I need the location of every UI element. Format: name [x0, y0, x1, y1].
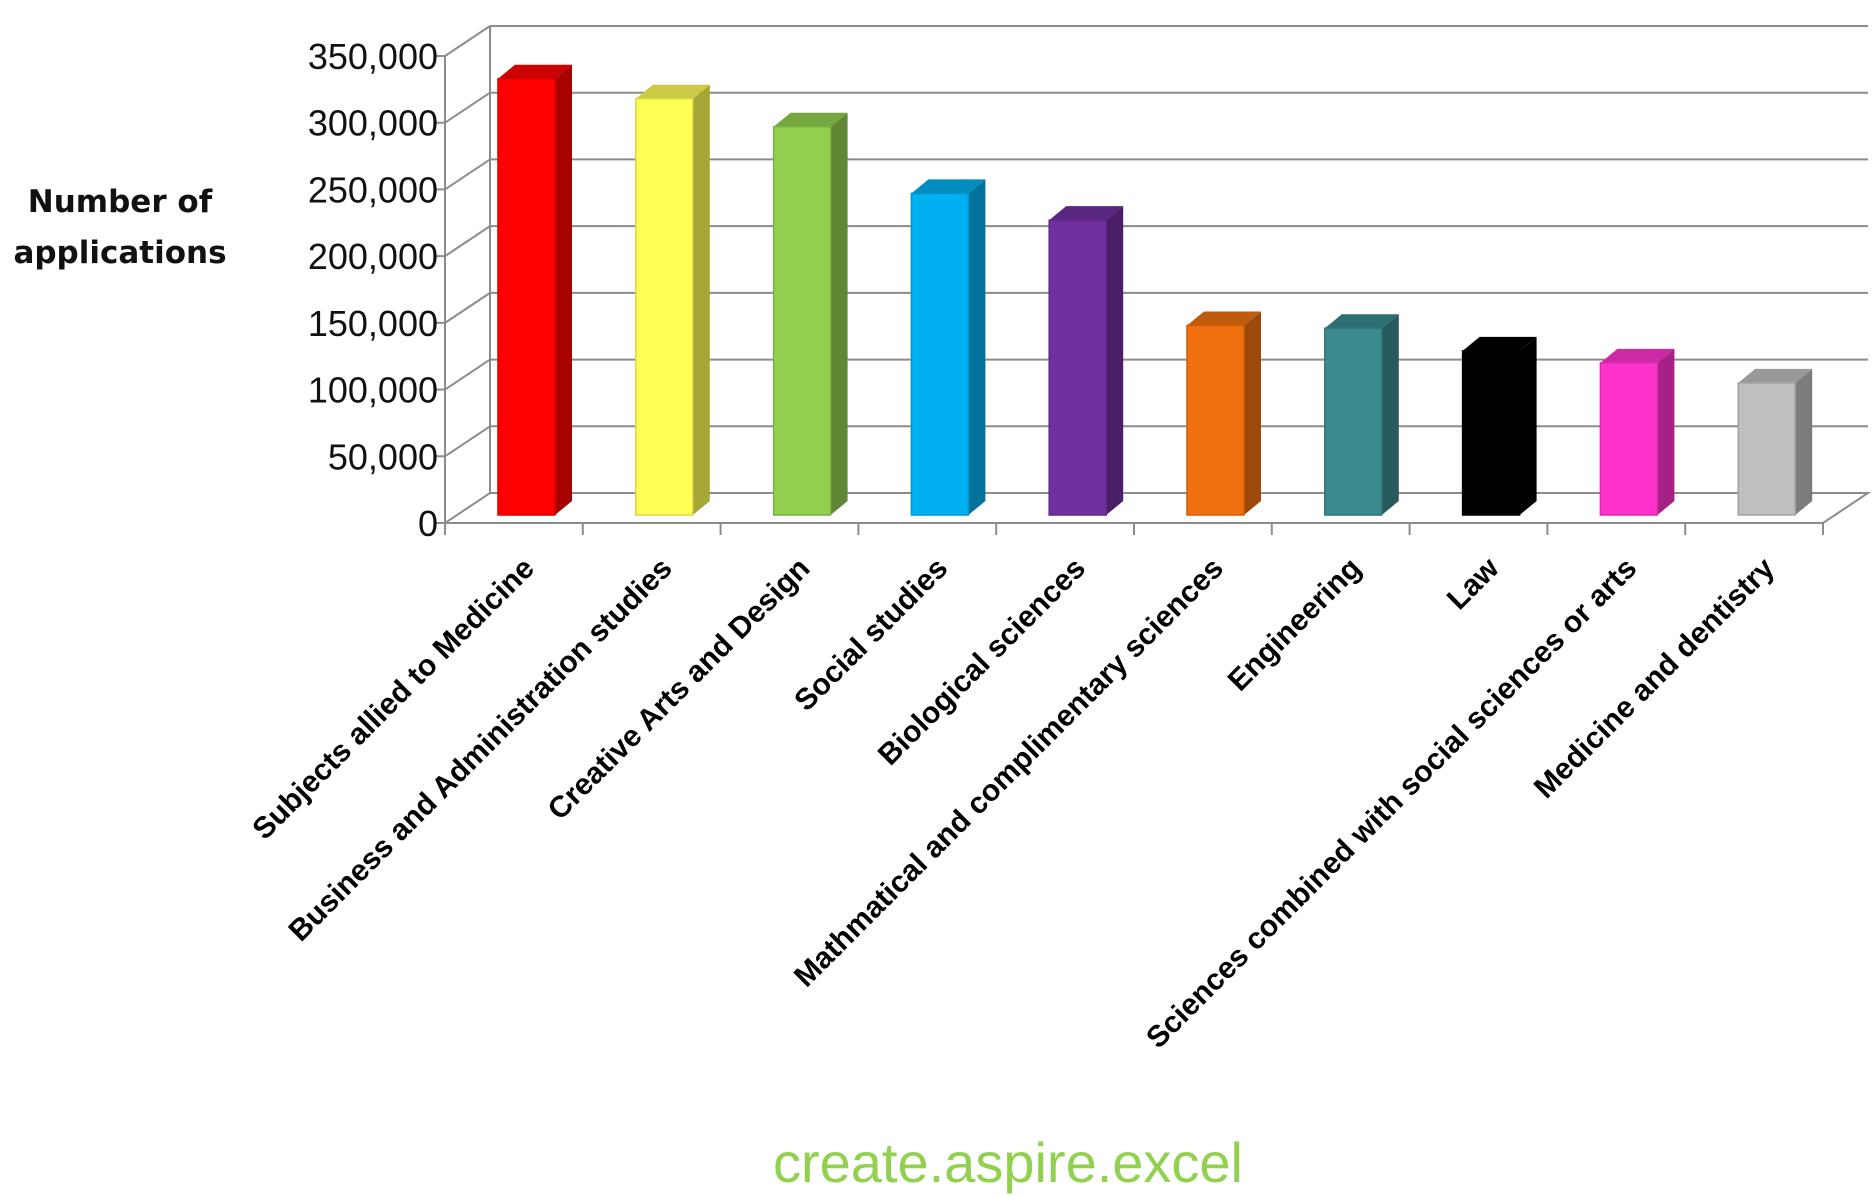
- bar: [635, 84, 710, 516]
- y-axis-ticks: 0 50,000 100,000 150,000 200,000 250,000 300,0…: [308, 36, 438, 544]
- bar-side: [1519, 336, 1537, 515]
- watermark: create.aspire.excel: [773, 1131, 1243, 1194]
- y-tick-label: 100,000: [308, 370, 438, 411]
- bar-front: [497, 77, 556, 516]
- y-tick-label: 350,000: [308, 36, 438, 77]
- bar-front: [1599, 362, 1659, 516]
- bar-top: [1462, 336, 1537, 351]
- bar-front: [635, 97, 694, 516]
- gridline-diagonal: [444, 292, 491, 324]
- y-tick-label: 200,000: [308, 236, 438, 277]
- bars: [497, 64, 1813, 516]
- bar-front: [1737, 382, 1796, 516]
- y-tick-label: 150,000: [308, 303, 438, 344]
- y-tick-label: 50,000: [328, 436, 438, 477]
- floor: [441, 492, 1872, 524]
- gridline-diagonal: [444, 358, 491, 391]
- bar-side: [1381, 314, 1399, 515]
- bar-top: [1049, 206, 1124, 221]
- x-tick-label: Creative Arts and Design: [542, 552, 817, 827]
- bar-side: [1244, 311, 1261, 515]
- bar: [1048, 206, 1124, 516]
- bar-top: [1600, 348, 1675, 363]
- bar-front: [772, 125, 832, 516]
- bar: [1186, 311, 1261, 516]
- bar-side: [830, 112, 848, 516]
- x-tick-label: Medicine and dentistry: [1528, 551, 1781, 804]
- x-tick-label: Law: [1441, 551, 1506, 616]
- gridline-diagonal: [444, 425, 491, 458]
- bar-front: [1048, 219, 1107, 516]
- bar: [910, 179, 986, 516]
- bar: [1461, 336, 1537, 516]
- bar-top: [911, 179, 986, 194]
- bar-front: [1461, 350, 1521, 516]
- y-axis-label-line-1: Number of: [28, 184, 213, 220]
- bar-top: [1187, 311, 1261, 326]
- gridline-diagonal: [444, 91, 491, 124]
- bar-front: [1324, 327, 1383, 516]
- bar-side: [968, 179, 986, 516]
- y-tick-label: 300,000: [308, 103, 438, 144]
- bar-top: [1738, 368, 1813, 383]
- bar-side: [555, 64, 572, 515]
- x-tick-label: Sciences combined with social sciences o…: [1140, 552, 1643, 1055]
- bar-front: [1186, 324, 1245, 516]
- y-tick-label: 250,000: [308, 169, 438, 210]
- bar: [1599, 348, 1675, 516]
- gridlines: [435, 25, 1868, 535]
- bar-front: [910, 192, 970, 516]
- bar: [772, 112, 848, 516]
- bar-top: [773, 112, 848, 127]
- x-tick-label: Subjects allied to Medicine: [246, 552, 540, 846]
- bar-side: [692, 84, 710, 516]
- gridline-diagonal: [444, 225, 491, 257]
- gridline-diagonal: [444, 158, 491, 191]
- bar-top: [498, 64, 572, 79]
- bar-top: [1324, 314, 1399, 329]
- y-tick-label: 0: [418, 503, 438, 544]
- bar: [1737, 368, 1813, 516]
- bar-side: [1657, 348, 1675, 515]
- bar: [497, 64, 572, 516]
- x-tick-label: Engineering: [1222, 552, 1368, 698]
- bar-top: [635, 84, 710, 99]
- y-axis-label-line-2: applications: [13, 235, 226, 271]
- bar-side: [1795, 368, 1813, 515]
- bar: [1324, 314, 1399, 516]
- bar-side: [1106, 206, 1124, 515]
- gridline-diagonal: [444, 25, 491, 57]
